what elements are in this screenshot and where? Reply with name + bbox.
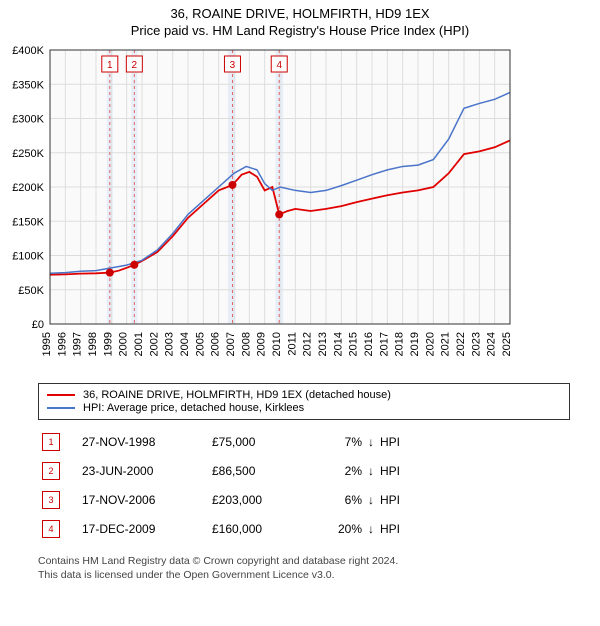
svg-text:2017: 2017 xyxy=(378,332,390,356)
event-pct: 2% xyxy=(312,464,362,478)
svg-text:2004: 2004 xyxy=(179,332,191,356)
event-row: 1 27-NOV-1998£75,0007% ↓ HPI xyxy=(38,428,570,457)
svg-text:£250K: £250K xyxy=(12,148,44,160)
event-vs: HPI xyxy=(380,493,400,507)
svg-text:2016: 2016 xyxy=(363,332,375,356)
page-root: 36, ROAINE DRIVE, HOLMFIRTH, HD9 1EX Pri… xyxy=(0,6,600,626)
svg-text:2011: 2011 xyxy=(286,332,298,356)
svg-text:£0: £0 xyxy=(32,319,44,331)
svg-text:3: 3 xyxy=(230,60,236,71)
svg-text:2009: 2009 xyxy=(256,332,268,356)
svg-text:2010: 2010 xyxy=(271,332,283,356)
svg-text:2023: 2023 xyxy=(470,332,482,356)
event-vs: HPI xyxy=(380,522,400,536)
arrow-down-icon: ↓ xyxy=(368,435,374,449)
legend-swatch xyxy=(47,394,75,396)
event-date: 23-JUN-2000 xyxy=(82,464,212,478)
svg-text:2003: 2003 xyxy=(164,332,176,356)
event-date: 17-DEC-2009 xyxy=(82,522,212,536)
svg-text:2012: 2012 xyxy=(302,332,314,356)
svg-text:2022: 2022 xyxy=(455,332,467,356)
event-price: £86,500 xyxy=(212,464,312,478)
svg-text:£200K: £200K xyxy=(12,182,44,194)
svg-text:1997: 1997 xyxy=(72,332,84,356)
footer-line-2: This data is licensed under the Open Gov… xyxy=(38,568,570,582)
svg-text:2008: 2008 xyxy=(240,332,252,356)
svg-text:1996: 1996 xyxy=(56,332,68,356)
event-date: 27-NOV-1998 xyxy=(82,435,212,449)
svg-text:2013: 2013 xyxy=(317,332,329,356)
legend-row: 36, ROAINE DRIVE, HOLMFIRTH, HD9 1EX (de… xyxy=(47,389,561,401)
arrow-down-icon: ↓ xyxy=(368,464,374,478)
title-line-2: Price paid vs. HM Land Registry's House … xyxy=(0,23,600,38)
event-badge: 3 xyxy=(42,491,60,509)
legend-swatch xyxy=(47,407,75,409)
legend-row: HPI: Average price, detached house, Kirk… xyxy=(47,402,561,414)
legend-box: 36, ROAINE DRIVE, HOLMFIRTH, HD9 1EX (de… xyxy=(38,383,570,420)
svg-text:£300K: £300K xyxy=(12,114,44,126)
svg-text:2020: 2020 xyxy=(424,332,436,356)
svg-text:£100K: £100K xyxy=(12,251,44,263)
svg-text:£150K: £150K xyxy=(12,216,44,228)
svg-text:2014: 2014 xyxy=(332,332,344,356)
svg-text:£350K: £350K xyxy=(12,79,44,91)
svg-text:4: 4 xyxy=(276,60,282,71)
svg-text:1995: 1995 xyxy=(41,332,53,356)
svg-text:2000: 2000 xyxy=(118,332,130,356)
chart-container: £0 £50K £100K £150K £200K £250K £300K £350K £400… xyxy=(0,42,600,377)
legend-label: 36, ROAINE DRIVE, HOLMFIRTH, HD9 1EX (de… xyxy=(83,389,391,401)
event-date: 17-NOV-2006 xyxy=(82,493,212,507)
svg-text:2021: 2021 xyxy=(440,332,452,356)
title-line-1: 36, ROAINE DRIVE, HOLMFIRTH, HD9 1EX xyxy=(0,6,600,21)
svg-text:£50K: £50K xyxy=(18,285,44,297)
svg-text:2: 2 xyxy=(132,60,138,71)
svg-text:1999: 1999 xyxy=(102,332,114,356)
svg-text:2025: 2025 xyxy=(501,332,513,356)
event-badge: 2 xyxy=(42,462,60,480)
svg-text:1998: 1998 xyxy=(87,332,99,356)
price-chart: £0 £50K £100K £150K £200K £250K £300K £350K £400… xyxy=(0,42,530,372)
svg-text:2024: 2024 xyxy=(486,332,498,356)
svg-text:2019: 2019 xyxy=(409,332,421,356)
svg-text:2002: 2002 xyxy=(148,332,160,356)
event-pct: 20% xyxy=(312,522,362,536)
legend-label: HPI: Average price, detached house, Kirk… xyxy=(83,402,304,414)
arrow-down-icon: ↓ xyxy=(368,522,374,536)
event-table: 1 27-NOV-1998£75,0007% ↓ HPI 2 23-JUN-2000£86… xyxy=(38,428,570,544)
event-pct: 6% xyxy=(312,493,362,507)
event-row: 4 17-DEC-2009£160,00020% ↓ HPI xyxy=(38,515,570,544)
arrow-down-icon: ↓ xyxy=(368,493,374,507)
event-badge: 4 xyxy=(42,520,60,538)
event-row: 3 17-NOV-2006£203,0006% ↓ HPI xyxy=(38,486,570,515)
footer-attribution: Contains HM Land Registry data © Crown c… xyxy=(38,554,570,582)
svg-text:2006: 2006 xyxy=(210,332,222,356)
svg-text:2001: 2001 xyxy=(133,332,145,356)
svg-text:2015: 2015 xyxy=(348,332,360,356)
svg-text:£400K: £400K xyxy=(12,45,44,57)
event-price: £160,000 xyxy=(212,522,312,536)
event-vs: HPI xyxy=(380,435,400,449)
svg-text:2005: 2005 xyxy=(194,332,206,356)
svg-text:2007: 2007 xyxy=(225,332,237,356)
event-badge: 1 xyxy=(42,433,60,451)
event-price: £75,000 xyxy=(212,435,312,449)
svg-text:1: 1 xyxy=(107,60,113,71)
event-row: 2 23-JUN-2000£86,5002% ↓ HPI xyxy=(38,457,570,486)
footer-line-1: Contains HM Land Registry data © Crown c… xyxy=(38,554,570,568)
svg-text:2018: 2018 xyxy=(394,332,406,356)
event-vs: HPI xyxy=(380,464,400,478)
event-pct: 7% xyxy=(312,435,362,449)
event-price: £203,000 xyxy=(212,493,312,507)
